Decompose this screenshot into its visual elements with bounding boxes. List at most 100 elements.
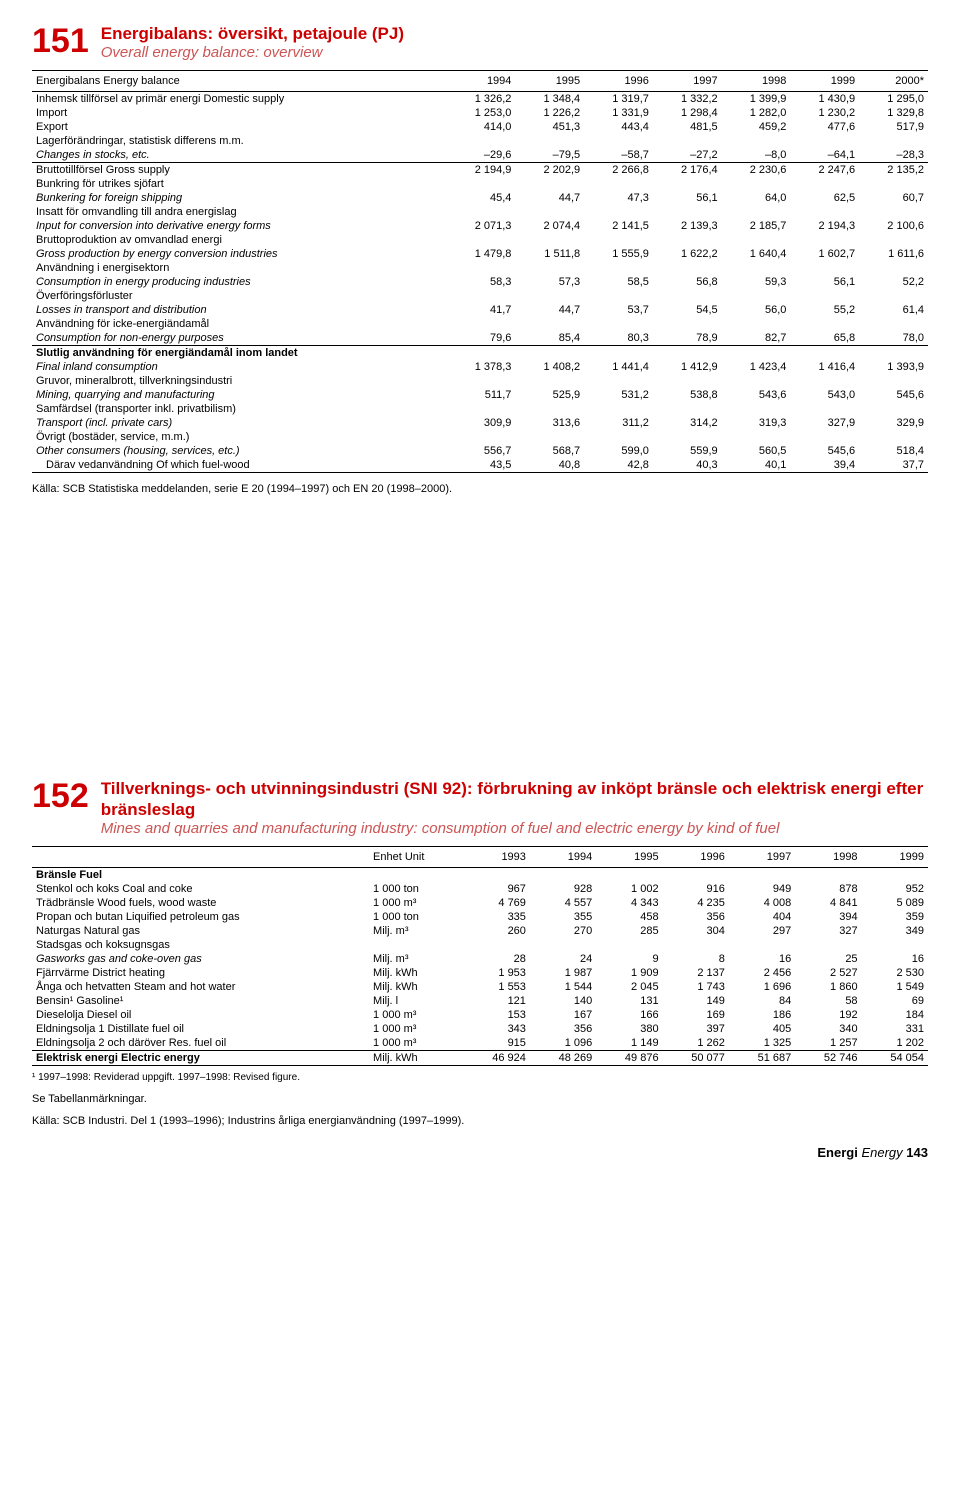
table-row: Export414,0451,3443,4481,5459,2477,6517,… <box>32 120 928 134</box>
cell <box>859 289 928 303</box>
cell: 54 054 <box>862 1051 928 1066</box>
cell <box>447 430 516 444</box>
cell: 1 282,0 <box>722 106 791 120</box>
cell <box>790 134 859 148</box>
table-row: Import1 253,01 226,21 331,91 298,41 282,… <box>32 106 928 120</box>
unit: 1 000 m³ <box>369 896 464 910</box>
cell: 1 696 <box>729 980 795 994</box>
cell: 1 441,4 <box>584 360 653 374</box>
cell <box>653 134 722 148</box>
table-row: Samfärdsel (transporter inkl. privatbili… <box>32 402 928 416</box>
cell: 47,3 <box>584 191 653 205</box>
row-label: Inhemsk tillförsel av primär energi Dome… <box>32 92 447 107</box>
row-label: Input for conversion into derivative ene… <box>32 219 447 233</box>
row-label: Lagerförändringar, statistisk differens … <box>32 134 447 148</box>
cell: 65,8 <box>790 331 859 346</box>
cell: 538,8 <box>653 388 722 402</box>
cell: 1 096 <box>530 1036 596 1051</box>
cell: 85,4 <box>515 331 584 346</box>
table-row: Consumption for non-energy purposes79,68… <box>32 331 928 346</box>
cell <box>584 317 653 331</box>
table-row: Dieselolja Diesel oil1 000 m³15316716616… <box>32 1008 928 1022</box>
cell <box>722 233 791 247</box>
cell: 184 <box>862 1008 928 1022</box>
cell: 309,9 <box>447 416 516 430</box>
cell: 2 456 <box>729 966 795 980</box>
cell: 414,0 <box>447 120 516 134</box>
cell: 559,9 <box>653 444 722 458</box>
cell <box>859 177 928 191</box>
table-row: Bruttoproduktion av omvandlad energi <box>32 233 928 247</box>
cell: 1 412,9 <box>653 360 722 374</box>
cell <box>584 374 653 388</box>
table-row: Mining, quarrying and manufacturing511,7… <box>32 388 928 402</box>
cell <box>790 205 859 219</box>
cell <box>790 402 859 416</box>
cell: –64,1 <box>790 148 859 163</box>
cell: 304 <box>663 924 729 938</box>
footer-en: Energy <box>861 1145 902 1160</box>
cell: 166 <box>596 1008 662 1022</box>
cell: 1 262 <box>663 1036 729 1051</box>
table-row: Överföringsförluster <box>32 289 928 303</box>
unit: Milj. l <box>369 994 464 1008</box>
table-row: Consumption in energy producing industri… <box>32 275 928 289</box>
cell: 44,7 <box>515 191 584 205</box>
cell <box>447 233 516 247</box>
cell: 1 230,2 <box>790 106 859 120</box>
cell: 43,5 <box>447 458 516 473</box>
cell <box>790 261 859 275</box>
cell <box>859 205 928 219</box>
title-en: Overall energy balance: overview <box>101 44 404 62</box>
cell <box>653 261 722 275</box>
cell: 2 176,4 <box>653 163 722 178</box>
row-label: Propan och butan Liquified petroleum gas <box>32 910 369 924</box>
title-sv: Energibalans: översikt, petajoule (PJ) <box>101 24 404 44</box>
cell: 41,7 <box>447 303 516 317</box>
cell <box>859 430 928 444</box>
cell: 25 <box>795 952 861 966</box>
row-label: Slutlig användning för energiändamål ino… <box>32 346 447 361</box>
cell <box>722 289 791 303</box>
cell: 58,5 <box>584 275 653 289</box>
cell: 915 <box>464 1036 530 1051</box>
year: 1993 <box>464 847 530 868</box>
cell: 1 408,2 <box>515 360 584 374</box>
table-header-row: Enhet Unit 1993 1994 1995 1996 1997 1998… <box>32 847 928 868</box>
cell: 331 <box>862 1022 928 1036</box>
table-row: Losses in transport and distribution41,7… <box>32 303 928 317</box>
cell <box>859 134 928 148</box>
cell: 4 235 <box>663 896 729 910</box>
cell <box>790 317 859 331</box>
cell <box>515 261 584 275</box>
row-label: Överföringsförluster <box>32 289 447 303</box>
cell: 1 553 <box>464 980 530 994</box>
table-row: Input for conversion into derivative ene… <box>32 219 928 233</box>
cell <box>795 938 861 952</box>
row-label: Export <box>32 120 447 134</box>
cell: 1 511,8 <box>515 247 584 261</box>
row-label: Gasworks gas and coke-oven gas <box>32 952 369 966</box>
cell: 51 687 <box>729 1051 795 1066</box>
cell: 46 924 <box>464 1051 530 1066</box>
cell <box>447 374 516 388</box>
cell <box>584 177 653 191</box>
cell: 543,0 <box>790 388 859 402</box>
cell: 451,3 <box>515 120 584 134</box>
cell: 1 002 <box>596 882 662 896</box>
cell: 335 <box>464 910 530 924</box>
table-row: Eldningsolja 2 och däröver Res. fuel oil… <box>32 1036 928 1051</box>
cell <box>862 938 928 952</box>
section-number: 152 <box>32 779 89 813</box>
table-row: Användning för icke-energiändamål <box>32 317 928 331</box>
cell: 1 326,2 <box>447 92 516 107</box>
year: 1994 <box>530 847 596 868</box>
cell: 48 269 <box>530 1051 596 1066</box>
cell: 1 202 <box>862 1036 928 1051</box>
cell: 477,6 <box>790 120 859 134</box>
cell: 1 640,4 <box>722 247 791 261</box>
table-row: Stenkol och koks Coal and coke1 000 ton9… <box>32 882 928 896</box>
cell: 61,4 <box>859 303 928 317</box>
cell: 285 <box>596 924 662 938</box>
table-row: Stadsgas och koksugnsgas <box>32 938 928 952</box>
